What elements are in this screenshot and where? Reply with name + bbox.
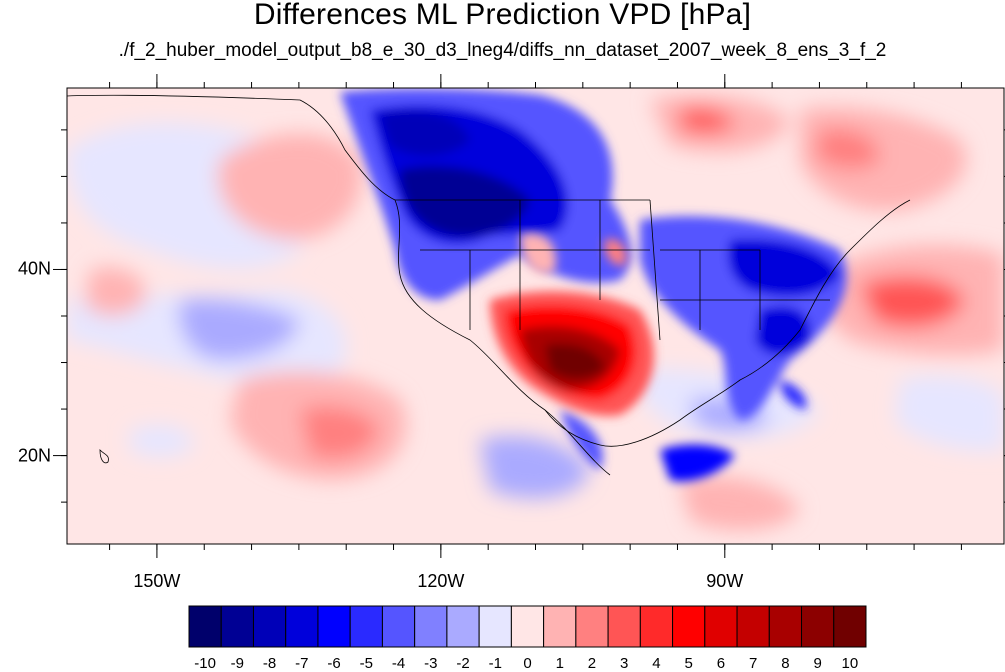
lon-tick-label: 90W: [706, 571, 744, 591]
coastlines: [67, 94, 911, 476]
colorbar-swatch: [381, 605, 416, 648]
colorbar-label: 0: [523, 655, 532, 672]
colorbar-swatch: [607, 605, 641, 648]
colorbar-label: 6: [716, 655, 726, 672]
colorbar-label: 4: [652, 655, 661, 672]
colorbar-swatch: [736, 605, 770, 648]
colorbar: [188, 605, 867, 648]
field-continent-negative: [340, 88, 847, 482]
lon-tick-label: 120W: [417, 571, 465, 591]
colorbar-swatch: [349, 605, 383, 648]
colorbar-label: -5: [359, 655, 373, 672]
colorbar-swatch: [414, 605, 448, 648]
colorbar-swatch: [543, 605, 577, 648]
colorbar-label: 3: [620, 655, 629, 672]
colorbar-swatch: [510, 605, 545, 648]
map-ticks: [53, 74, 1005, 558]
lat-tick-label: 20N: [18, 445, 52, 466]
colorbar-label: 1: [555, 655, 564, 672]
colorbar-label: -9: [230, 655, 245, 672]
map-field: [67, 88, 1004, 544]
colorbar-label: -3: [424, 655, 438, 672]
map-title: Differences ML Prediction VPD [hPa]: [253, 0, 752, 31]
field-continent-positive: [490, 233, 654, 416]
colorbar-label: 5: [684, 655, 693, 672]
colorbar-label: 8: [781, 655, 790, 672]
colorbar-label: -8: [262, 655, 277, 672]
field-patches: [67, 95, 1004, 531]
map-subtitle: ./f_2_huber_model_output_b8_e_30_d3_lneg…: [118, 40, 887, 61]
colorbar-label: 7: [748, 655, 758, 672]
colorbar-swatch: [768, 605, 803, 648]
lon-tick-label: 150W: [133, 571, 181, 591]
colorbar-swatch: [252, 605, 287, 648]
colorbar-label: 2: [587, 655, 597, 672]
colorbar-swatch: [704, 605, 738, 648]
colorbar-label: 9: [813, 655, 822, 672]
colorbar-swatch: [639, 605, 674, 648]
colorbar-swatch: [672, 605, 706, 648]
colorbar-swatch: [833, 605, 867, 648]
colorbar-label: -2: [456, 655, 470, 672]
colorbar-label: -7: [295, 655, 309, 672]
lat-tick-label: 40N: [18, 258, 52, 279]
colorbar-swatch: [188, 605, 222, 648]
colorbar-swatch: [285, 605, 319, 648]
colorbar-swatch: [478, 605, 512, 648]
colorbar-label: -4: [391, 655, 406, 672]
colorbar-swatch: [446, 605, 480, 648]
colorbar-swatch: [801, 605, 835, 648]
colorbar-swatch: [317, 605, 351, 648]
colorbar-label: -1: [488, 655, 502, 672]
colorbar-label: 10: [841, 655, 859, 672]
colorbar-swatch: [575, 605, 609, 648]
colorbar-label: -6: [327, 655, 341, 672]
colorbar-swatch: [220, 605, 254, 648]
colorbar-label: -10: [194, 655, 216, 672]
